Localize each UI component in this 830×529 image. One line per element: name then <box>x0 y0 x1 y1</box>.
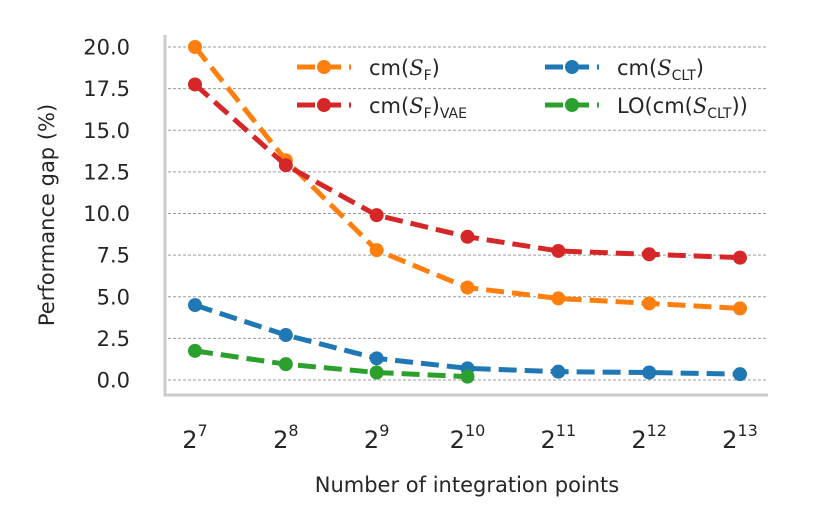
data-point <box>642 247 657 262</box>
legend-label: cm(SF) <box>369 56 440 84</box>
legend-item: LO(cm(SCLT)) <box>545 94 748 122</box>
x-tick-label: 211 <box>541 421 577 454</box>
data-point <box>369 208 384 223</box>
axes <box>163 35 768 397</box>
x-tick-label: 213 <box>722 421 758 454</box>
data-point <box>278 328 293 343</box>
legend-label: cm(SCLT) <box>617 56 704 84</box>
data-point <box>369 351 384 366</box>
data-point <box>733 250 747 265</box>
legend-label: cm(SF)VAE <box>369 94 467 122</box>
y-tick-label: 17.5 <box>83 77 130 101</box>
series-line <box>193 45 741 311</box>
legend: cm(SF) cm(SF)VAE cm(SCLT) LO(cm(SCLT)) <box>297 56 748 122</box>
y-axis-title: Performance gap (%) <box>35 104 59 326</box>
grid-lines <box>168 46 768 381</box>
legend-swatch-marker <box>317 98 331 112</box>
y-tick-label: 7.5 <box>97 244 130 268</box>
data-point <box>460 229 475 244</box>
data-point <box>551 243 566 258</box>
y-tick-label: 15.0 <box>83 119 130 143</box>
series <box>188 40 747 384</box>
series-cm(S_F) <box>188 40 747 316</box>
legend-item: cm(SF) <box>297 56 440 84</box>
legend-item: cm(SF)VAE <box>297 94 467 122</box>
x-tick-label: 27 <box>182 421 207 454</box>
legend-swatch-marker <box>317 60 331 74</box>
data-point <box>188 77 202 92</box>
data-point <box>188 298 202 313</box>
data-point <box>460 369 475 384</box>
x-tick-label: 210 <box>450 421 486 454</box>
y-tick-label: 2.5 <box>97 327 130 351</box>
x-tick-label: 212 <box>631 421 667 454</box>
data-point <box>733 367 747 382</box>
data-point <box>278 158 293 173</box>
data-point <box>460 280 475 295</box>
legend-item: cm(SCLT) <box>545 56 704 84</box>
legend-swatch-marker <box>565 60 579 74</box>
data-point <box>551 364 566 379</box>
legend-swatch-marker <box>565 98 579 112</box>
data-point <box>369 365 384 380</box>
x-tick-label: 28 <box>273 421 298 454</box>
data-point <box>551 291 566 306</box>
y-tick-label: 20.0 <box>83 36 130 60</box>
y-tick-label: 5.0 <box>97 285 130 309</box>
legend-label: LO(cm(SCLT)) <box>617 94 748 122</box>
data-point <box>188 40 202 54</box>
y-tick-labels: 0.0 2.5 5.0 7.5 10.0 12.5 15.0 17.5 20.0 <box>83 36 130 393</box>
y-tick-label: 12.5 <box>83 160 130 184</box>
data-point <box>733 301 747 316</box>
data-point <box>642 365 657 380</box>
x-tick-label: 29 <box>364 421 389 454</box>
series-line <box>194 348 468 380</box>
data-point <box>278 357 293 372</box>
data-point <box>642 296 657 311</box>
y-tick-label: 0.0 <box>97 369 130 393</box>
series-LO(cm(S_CLT)) <box>188 343 475 384</box>
series-cm(S_F)_VAE <box>188 77 747 265</box>
series-cm(S_CLT) <box>188 298 747 382</box>
y-tick-label: 10.0 <box>83 202 130 226</box>
data-point <box>188 343 202 358</box>
data-point <box>369 243 384 258</box>
x-axis-title: Number of integration points <box>315 473 619 497</box>
x-tick-labels: 27 28 29 210 211 212 213 <box>182 421 758 454</box>
